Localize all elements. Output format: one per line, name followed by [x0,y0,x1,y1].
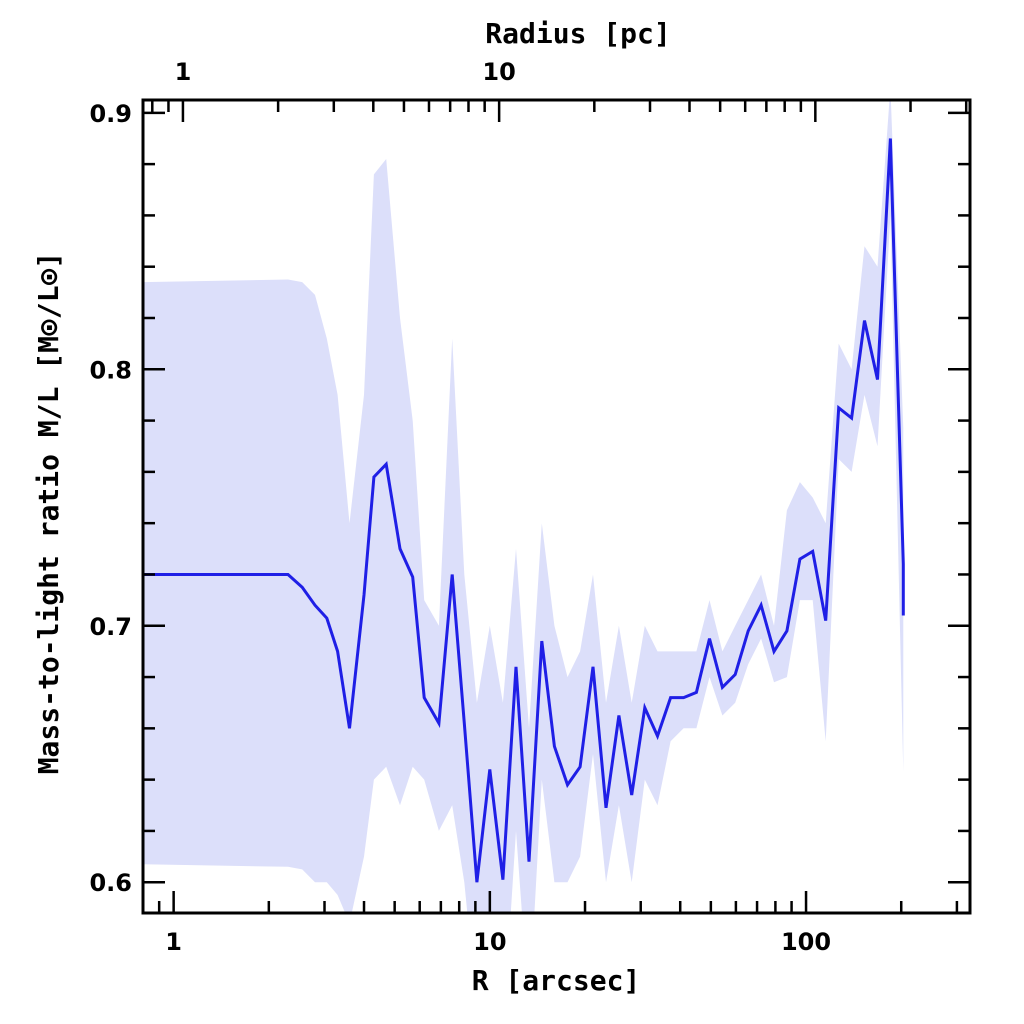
uncertainty-band-layer [143,100,904,913]
tick-marks [141,100,970,913]
top-axis-label: Radius [pc] [485,17,670,50]
x-tick-label: 10 [473,928,506,956]
plot-frame [141,98,972,915]
y-tick-label: 0.9 [89,100,132,128]
top-tick-label: 10 [482,58,515,86]
x-tick-label: 1 [165,928,182,956]
top-tick-label: 1 [175,58,192,86]
y-axis-label: Mass-to-light ratio M/L [M⊙/L⊙] [32,252,65,775]
x-tick-label: 100 [781,928,831,956]
ml-profile-line [143,138,905,883]
data-line-layer [143,138,905,883]
y-tick-label: 0.8 [89,356,132,384]
x-axis-label: R [arcsec] [472,964,641,997]
y-tick-label: 0.6 [89,869,132,897]
uncertainty-band [143,100,904,913]
tick-labels: 1 10 100 1 10 0.6 0.7 0.8 0.9 [89,58,831,956]
y-tick-label: 0.7 [89,613,132,641]
